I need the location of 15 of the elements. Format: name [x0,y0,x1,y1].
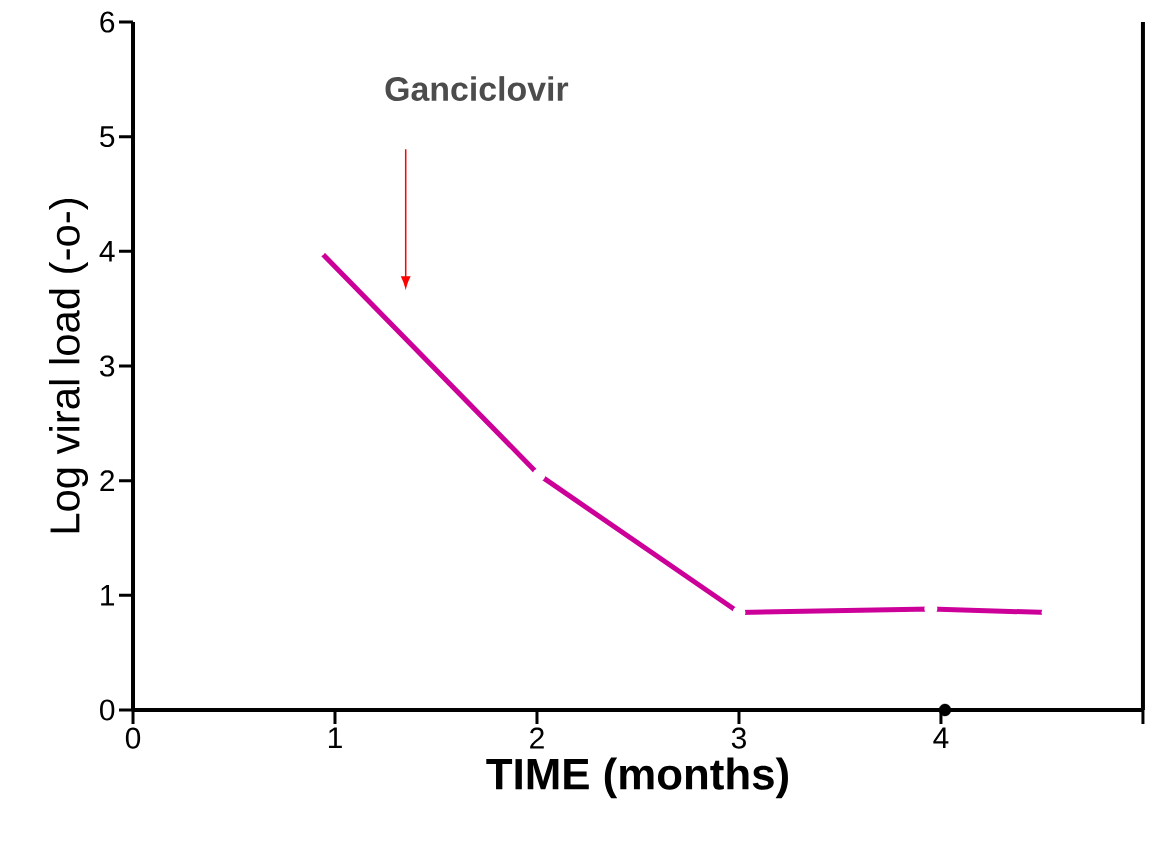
y-tick-label: 0 [100,699,115,721]
y-axis-title: Log viral load (-o-) [49,198,89,533]
x-tick-label: 2 [530,727,544,749]
y-tick-label: 4 [99,241,115,262]
x-axis-title: TIME (months) [486,757,788,799]
x-tick-label: 3 [731,727,746,749]
y-tick-label: 3 [100,355,115,377]
y-tick-label: 1 [101,585,115,606]
y-tick-label: 5 [100,126,115,148]
x-tick-label: 0 [125,727,141,749]
y-tick-label: 6 [100,11,115,33]
x-tick-label: 4 [933,727,949,749]
y-tick-label: 2 [100,470,114,492]
annotation: Ganciclovir [385,76,569,102]
x-tick-label: 1 [328,727,342,749]
